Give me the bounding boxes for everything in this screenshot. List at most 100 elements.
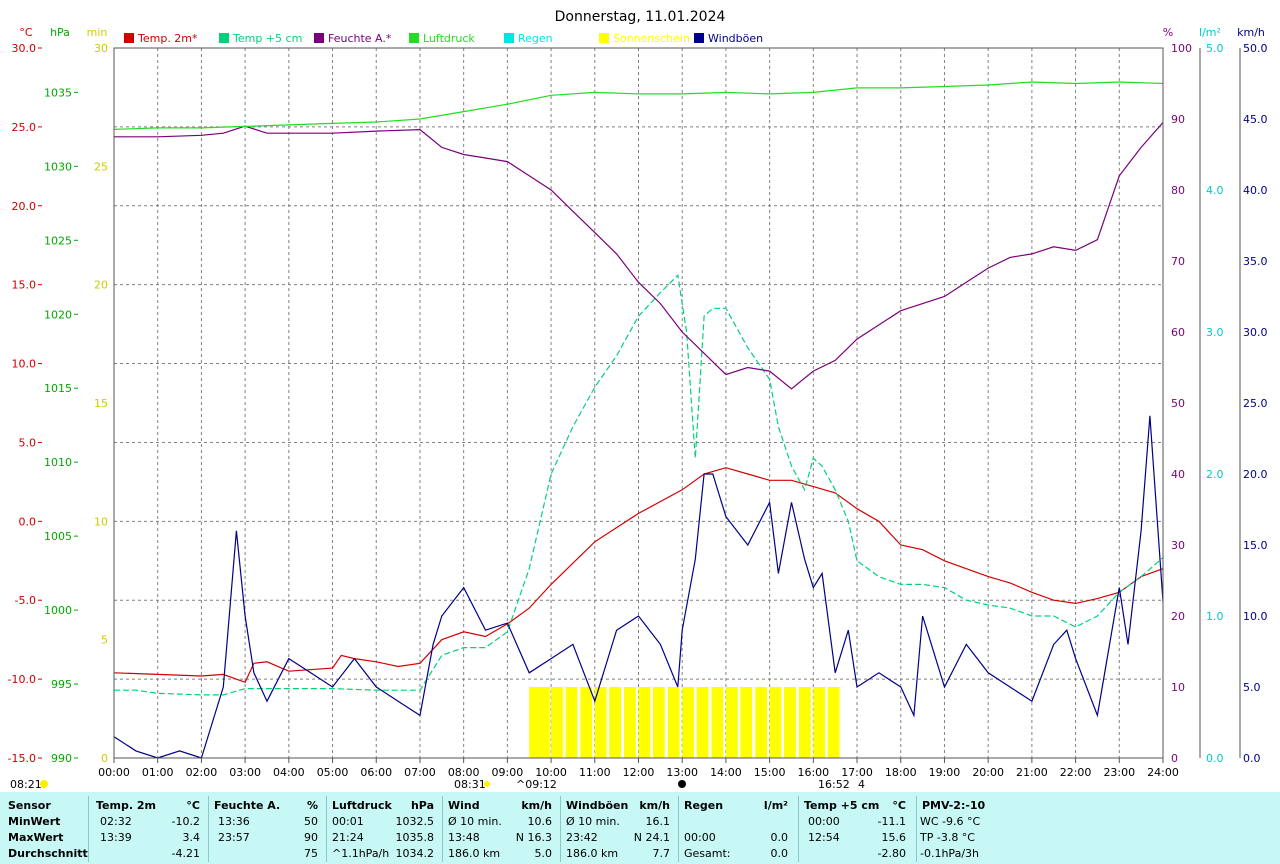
- x-tick-label: 06:00: [360, 766, 392, 779]
- legend-swatch: [409, 33, 419, 43]
- stats-separator: [88, 796, 89, 862]
- sunshine-bar: [551, 687, 563, 758]
- stats-separator: [798, 796, 799, 862]
- kmh-tick-label: 5.0: [1243, 681, 1261, 694]
- x-tick-label: 21:00: [1016, 766, 1048, 779]
- x-tick-label: 20:00: [972, 766, 1004, 779]
- x-tick-label: 16:00: [797, 766, 829, 779]
- stats-header: %: [306, 799, 318, 812]
- kmh-tick-label: 40.0: [1243, 184, 1268, 197]
- x-tick-label: 24:00: [1147, 766, 1179, 779]
- temp-tick-label: -5.0: [15, 594, 36, 607]
- hpa-tick-label: 995: [51, 678, 72, 691]
- rain-tick-label: 3.0: [1206, 326, 1224, 339]
- temp-tick-label: 5.0: [19, 436, 37, 449]
- temp-tick-label: 25.0: [12, 121, 37, 134]
- stats-cell: 13:39: [100, 831, 132, 844]
- x-tick-label: 00:00: [98, 766, 130, 779]
- stats-cell: N 16.3: [515, 831, 552, 844]
- min-tick-label: 15: [94, 397, 108, 410]
- x-tick-label: 04:00: [273, 766, 305, 779]
- sunshine-bar: [696, 687, 709, 758]
- series-line: [114, 273, 1164, 696]
- stats-cell: 21:24: [332, 831, 364, 844]
- right-unit-label: %: [1163, 26, 1173, 39]
- hpa-tick-label: 1035: [44, 86, 72, 99]
- sunshine-bar: [609, 687, 622, 758]
- stats-header: km/h: [521, 799, 552, 812]
- legend-label: Feuchte A.*: [328, 32, 392, 45]
- x-tick-label: 11:00: [579, 766, 611, 779]
- kmh-tick-label: 0.0: [1243, 752, 1261, 765]
- min-tick-label: 10: [94, 515, 108, 528]
- sunshine-bar: [652, 687, 665, 758]
- sunshine-bar: [537, 687, 550, 758]
- x-tick-label: 18:00: [885, 766, 917, 779]
- pct-tick-label: 60: [1171, 326, 1185, 339]
- sunshine-bar: [667, 687, 680, 758]
- temp-tick-label: 30.0: [12, 42, 37, 55]
- stats-header: Wind: [448, 799, 480, 812]
- stats-cell: -11.1: [877, 815, 906, 828]
- rain-tick-label: 0.0: [1206, 752, 1224, 765]
- stats-separator: [560, 796, 561, 862]
- x-tick-label: 09:00: [492, 766, 524, 779]
- stats-header: Feuchte A.: [214, 799, 281, 812]
- stats-cell: TP -3.8 °C: [920, 831, 975, 844]
- kmh-tick-label: 45.0: [1243, 113, 1268, 126]
- temp-tick-label: -10.0: [8, 673, 36, 686]
- hpa-tick-label: 990: [51, 752, 72, 765]
- stats-cell: 0.0: [770, 831, 789, 844]
- grid: [114, 48, 1241, 758]
- min-tick-label: 0: [101, 752, 108, 765]
- temp-tick-label: 20.0: [12, 200, 37, 213]
- sunshine-bar: [682, 687, 695, 758]
- pct-tick-label: 0: [1171, 752, 1178, 765]
- stats-cell: 13:48: [448, 831, 480, 844]
- stats-cell: 186.0 km: [448, 847, 501, 860]
- kmh-tick-label: 20.0: [1243, 468, 1268, 481]
- rain-tick-label: 2.0: [1206, 468, 1224, 481]
- pct-tick-label: 100: [1171, 42, 1192, 55]
- stats-cell: 00:00: [684, 831, 716, 844]
- stats-header: Regen: [684, 799, 724, 812]
- legend-label: Sonnenschein: [613, 32, 690, 45]
- legend-label: Windböen: [708, 32, 763, 45]
- legend-label: Regen: [518, 32, 553, 45]
- x-tick-label: 13:00: [666, 766, 698, 779]
- rain-tick-label: 1.0: [1206, 610, 1224, 623]
- stats-cell: ^1.1hPa/h: [332, 847, 390, 860]
- stats-cell: 16.1: [645, 815, 671, 828]
- x-tick-label: 14:00: [710, 766, 742, 779]
- x-tick-label: 22:00: [1060, 766, 1092, 779]
- sunshine-bars: [529, 687, 840, 758]
- stats-cell: -4.21: [171, 847, 200, 860]
- stats-separator: [208, 796, 209, 862]
- stats-cell: Gesamt:: [684, 847, 731, 860]
- stats-cell: 10.6: [527, 815, 553, 828]
- sunshine-bar: [624, 687, 636, 758]
- stats-row-label: MaxWert: [8, 831, 64, 844]
- sunshine-bar: [638, 687, 651, 758]
- sunshine-bar: [813, 687, 826, 758]
- x-tick-label: 08:00: [448, 766, 480, 779]
- sunshine-bar: [769, 687, 782, 758]
- stats-cell: 3.4: [182, 831, 201, 844]
- stats-header: Temp +5 cm: [804, 799, 880, 812]
- stats-header: °C: [186, 799, 200, 812]
- stats-cell: 12:54: [808, 831, 840, 844]
- x-tick-label: 02:00: [186, 766, 218, 779]
- stats-cell: 13:36: [218, 815, 250, 828]
- legend-swatch: [694, 33, 704, 43]
- stats-separator: [678, 796, 679, 862]
- legend-label: Temp +5 cm: [232, 32, 302, 45]
- stats-cell: 1032.5: [395, 815, 435, 828]
- hpa-tick-label: 1020: [44, 308, 72, 321]
- plot-frame: [113, 47, 1164, 759]
- stats-cell: 5.0: [534, 847, 553, 860]
- stats-cell: 7.7: [652, 847, 671, 860]
- temp-tick-label: 0.0: [19, 515, 37, 528]
- stats-cell: 23:42: [566, 831, 598, 844]
- stats-header: hPa: [410, 799, 434, 812]
- rain-tick-label: 4.0: [1206, 184, 1224, 197]
